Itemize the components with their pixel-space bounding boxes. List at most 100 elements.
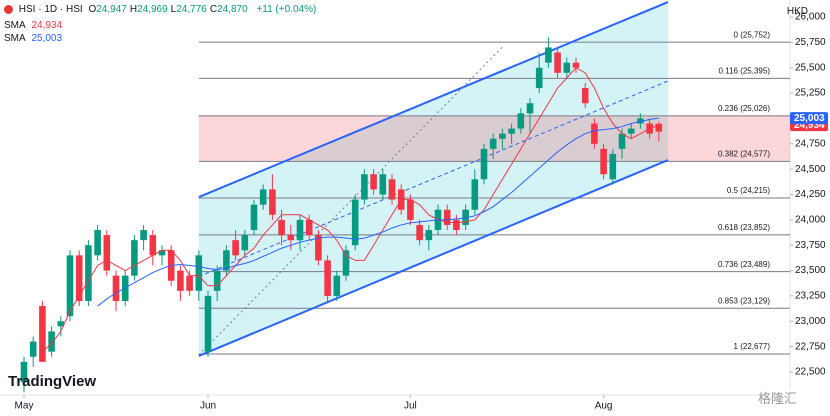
- y-tick-label: 23,500: [795, 265, 826, 276]
- candle-body: [250, 204, 258, 231]
- candle-body: [29, 341, 37, 357]
- sma-value: 24,934: [31, 20, 63, 31]
- change: +11 (+0.04%): [256, 4, 317, 15]
- candle-body: [618, 133, 626, 149]
- candle-body: [379, 174, 387, 195]
- y-tick-label: 24,500: [795, 164, 826, 175]
- y-tick-label: 23,750: [795, 240, 826, 251]
- candle-body: [269, 189, 276, 215]
- candle-body: [158, 250, 166, 256]
- y-tick-label: 22,500: [795, 367, 826, 378]
- x-tick-label: Jun: [200, 401, 216, 412]
- candle-body: [572, 62, 580, 68]
- y-tick-label: 25,750: [795, 37, 826, 48]
- candle-body: [324, 260, 331, 296]
- candle-body: [75, 255, 83, 301]
- candle-body: [535, 67, 543, 89]
- fib-label: 0.736 (23,489): [718, 260, 770, 269]
- sma-name: SMA: [4, 20, 26, 31]
- symbol: HSI · 1D · HSI: [18, 4, 83, 15]
- candle-body: [425, 230, 433, 241]
- candle-body: [149, 235, 157, 256]
- fib-label: 0.382 (24,577): [718, 149, 770, 158]
- candle-body: [232, 240, 239, 256]
- currency: HKD: [786, 6, 808, 17]
- candle-body: [342, 250, 350, 276]
- candle-body: [609, 153, 617, 180]
- price-box: [790, 112, 828, 125]
- fib-zone: [198, 115, 791, 162]
- candle-body: [278, 219, 285, 236]
- candle-body: [48, 331, 55, 352]
- y-tick-label: 24,000: [795, 215, 826, 226]
- candle-body: [545, 47, 552, 63]
- y-tick-label: 24,250: [795, 189, 826, 200]
- candle-body: [471, 179, 479, 210]
- candle-body: [315, 235, 322, 261]
- candle-body: [655, 123, 663, 132]
- legend-row: HSI · 1D · HSI O24,947 H24,969 L24,776 C24,…: [4, 4, 319, 15]
- field-key: L: [170, 4, 177, 15]
- candle-body: [489, 138, 497, 149]
- candle-body: [57, 321, 65, 327]
- ohlc-fields: O24,947 H24,969 L24,776 C24,870: [88, 4, 250, 15]
- candle-body: [361, 174, 368, 200]
- x-tick-label: Jul: [404, 401, 417, 412]
- y-tick-label: 22,750: [795, 341, 826, 352]
- candle-body: [177, 270, 184, 291]
- candle-body: [388, 179, 396, 200]
- candle-body: [213, 270, 221, 291]
- candle-body: [480, 148, 488, 180]
- candle-body: [39, 306, 46, 362]
- candle-body: [351, 199, 359, 246]
- candle-body: [333, 275, 341, 296]
- candle-body: [94, 230, 101, 256]
- price-box-label: 25,003: [794, 113, 825, 124]
- candle-body: [554, 52, 561, 73]
- candle-body: [85, 245, 92, 301]
- candle-body: [204, 295, 212, 352]
- candle-body: [195, 255, 203, 291]
- candle-body: [20, 361, 28, 383]
- candle-body: [443, 209, 451, 225]
- candle-body: [407, 199, 414, 220]
- field-value: 24,776: [176, 4, 207, 15]
- trend-line: [198, 46, 503, 356]
- field-value: 24,870: [217, 4, 248, 15]
- y-tick-label: 25,250: [795, 88, 826, 99]
- field-key: C: [209, 4, 218, 15]
- fib-label: 0.236 (25,026): [718, 104, 770, 113]
- field-value: 24,947: [96, 4, 127, 15]
- fib-label: 1 (22,677): [734, 342, 771, 351]
- candle-body: [517, 113, 525, 129]
- candle-body: [131, 240, 138, 276]
- candle-body: [370, 174, 377, 190]
- sma-legend: SMA 24,934: [4, 20, 65, 31]
- candle-body: [627, 128, 635, 134]
- sma-value: 25,003: [31, 33, 63, 44]
- fib-label: 0.853 (23,129): [718, 296, 770, 305]
- candle-body: [600, 148, 607, 175]
- y-tick-label: 26,000: [795, 12, 826, 23]
- candle-body: [563, 62, 571, 73]
- candle-body: [526, 103, 534, 114]
- channel-line: [198, 159, 669, 357]
- candle-body: [305, 219, 313, 236]
- brand: 格隆汇: [758, 388, 798, 407]
- fib-label: 0.618 (23,852): [718, 223, 770, 232]
- candle-body: [223, 250, 230, 271]
- candle-body: [581, 88, 589, 104]
- sma-legend: SMA 25,003: [4, 33, 65, 44]
- candle-body: [66, 255, 74, 317]
- field-value: 24,969: [137, 4, 168, 15]
- field-key: O: [88, 4, 97, 15]
- fib-label: 0.116 (25,395): [719, 67, 771, 76]
- y-tick-label: 25,500: [795, 62, 826, 73]
- price-box-label: 24,934: [794, 120, 825, 131]
- candle-body: [499, 133, 506, 139]
- y-tick-label: 23,250: [795, 291, 826, 302]
- candle-body: [259, 189, 267, 205]
- symbol-icon: [4, 4, 13, 14]
- candle-body: [140, 230, 147, 241]
